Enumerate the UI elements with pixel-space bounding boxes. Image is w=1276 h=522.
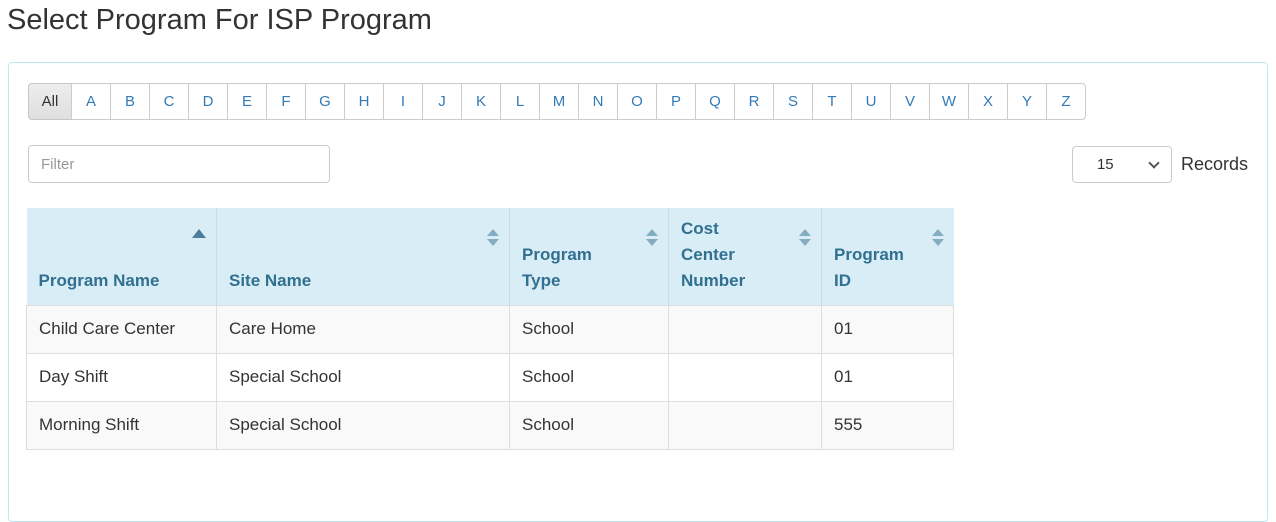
alpha-filter-button-a[interactable]: A <box>71 83 111 120</box>
sort-arrow-up-icon <box>192 229 206 238</box>
filter-input[interactable] <box>28 145 330 183</box>
alpha-filter-button-m[interactable]: M <box>539 83 579 120</box>
program-table-header: Program Name Site Name Program Type Cost Ce… <box>26 208 954 306</box>
alpha-filter-button-j[interactable]: J <box>422 83 462 120</box>
table-cell: Special School <box>216 401 510 450</box>
records-label: Records <box>1180 153 1248 174</box>
sortable-icon <box>931 229 944 246</box>
page-title: Select Program For ISP Program <box>7 4 432 36</box>
table-row[interactable]: Morning Shift Special School School 555 <box>26 401 954 450</box>
alpha-filter-button-s[interactable]: S <box>773 83 813 120</box>
sortable-icon <box>487 229 499 246</box>
column-header-label: Site Name <box>229 271 312 290</box>
table-cell: School <box>509 401 669 450</box>
column-header-program-name[interactable]: Program Name <box>26 208 217 306</box>
table-row[interactable]: Child Care Center Care Home School 01 <box>26 305 954 354</box>
records-per-page-select[interactable]: 15 <box>1071 145 1172 183</box>
column-header-label: Cost Center Number <box>681 219 746 290</box>
sortable-icon <box>646 229 658 246</box>
sort-arrow-down-icon <box>931 239 944 246</box>
alpha-filter-button-p[interactable]: P <box>656 83 696 120</box>
table-cell: 01 <box>821 305 954 354</box>
column-header-cost-center-number[interactable]: Cost Center Number <box>668 208 822 306</box>
alpha-filter-button-k[interactable]: K <box>461 83 501 120</box>
filter-row: 15 Records <box>28 145 1248 183</box>
alpha-filter-button-g[interactable]: G <box>305 83 345 120</box>
table-cell: Child Care Center <box>26 305 217 354</box>
alpha-filter-button-r[interactable]: R <box>734 83 774 120</box>
alpha-filter-button-u[interactable]: U <box>851 83 891 120</box>
table-cell: Morning Shift <box>26 401 217 450</box>
table-cell <box>668 401 822 450</box>
alpha-filter-button-z[interactable]: Z <box>1046 83 1086 120</box>
table-cell: School <box>509 305 669 354</box>
table-cell: School <box>509 353 669 402</box>
alpha-filter-button-n[interactable]: N <box>578 83 618 120</box>
sortable-icon <box>799 229 811 246</box>
column-header-program-type[interactable]: Program Type <box>509 208 669 306</box>
sort-arrow-up-icon <box>646 229 658 236</box>
column-header-program-id[interactable]: Program ID <box>821 208 954 306</box>
alpha-filter-button-d[interactable]: D <box>188 83 228 120</box>
header-row: Program Name Site Name Program Type Cost Ce… <box>26 208 954 306</box>
alpha-filter-button-e[interactable]: E <box>227 83 267 120</box>
column-header-label: Program ID <box>834 245 904 290</box>
column-header-site-name[interactable]: Site Name <box>216 208 510 306</box>
alpha-filter-button-h[interactable]: H <box>344 83 384 120</box>
alpha-filter-button-c[interactable]: C <box>149 83 189 120</box>
alphabet-filter-bar: All A B C D E F G H I J K L M N O P Q R S T U V W X Y Z <box>28 83 1086 120</box>
alpha-filter-button-b[interactable]: B <box>110 83 150 120</box>
alpha-filter-button-q[interactable]: Q <box>695 83 735 120</box>
table-cell: 555 <box>821 401 954 450</box>
column-header-label: Program Name <box>38 271 160 290</box>
alpha-filter-button-o[interactable]: O <box>617 83 657 120</box>
records-per-page-control: 15 Records <box>1071 145 1248 183</box>
sort-arrow-up-icon <box>487 229 499 236</box>
records-select-wrap: 15 <box>1071 145 1172 183</box>
alpha-filter-button-l[interactable]: L <box>500 83 540 120</box>
table-cell <box>668 353 822 402</box>
table-row[interactable]: Day Shift Special School School 01 <box>26 353 954 402</box>
program-table-body: Child Care Center Care Home School 01 Day Sh… <box>26 305 954 450</box>
sort-ascending-icon <box>192 229 206 238</box>
alpha-filter-button-v[interactable]: V <box>890 83 930 120</box>
alpha-filter-button-t[interactable]: T <box>812 83 852 120</box>
alpha-filter-button-all[interactable]: All <box>28 83 72 120</box>
sort-arrow-up-icon <box>799 229 811 236</box>
sort-arrow-down-icon <box>646 239 658 246</box>
table-cell: 01 <box>821 353 954 402</box>
sort-arrow-up-icon <box>931 229 944 236</box>
sort-arrow-down-icon <box>487 239 499 246</box>
table-cell: Special School <box>216 353 510 402</box>
alpha-filter-button-i[interactable]: I <box>383 83 423 120</box>
alpha-filter-button-w[interactable]: W <box>929 83 969 120</box>
column-header-label: Program Type <box>522 245 592 290</box>
table-cell: Day Shift <box>26 353 217 402</box>
alpha-filter-button-y[interactable]: Y <box>1007 83 1047 120</box>
table-cell: Care Home <box>216 305 510 354</box>
table-cell <box>668 305 822 354</box>
alpha-filter-button-f[interactable]: F <box>266 83 306 120</box>
sort-arrow-down-icon <box>799 239 811 246</box>
alpha-filter-button-x[interactable]: X <box>968 83 1008 120</box>
program-table: Program Name Site Name Program Type Cost Ce… <box>26 208 954 450</box>
